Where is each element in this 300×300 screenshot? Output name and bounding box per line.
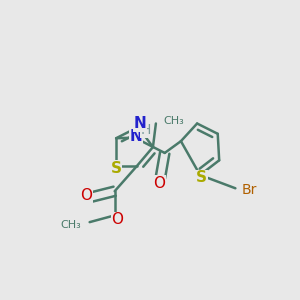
Text: N: N	[133, 116, 146, 131]
Text: O: O	[112, 212, 124, 227]
Text: Br: Br	[242, 183, 257, 197]
Text: O: O	[80, 188, 92, 203]
Text: S: S	[111, 161, 122, 176]
Text: CH₃: CH₃	[60, 220, 81, 230]
Text: N: N	[130, 129, 142, 144]
Text: H: H	[141, 123, 151, 137]
Text: S: S	[196, 170, 207, 185]
Text: O: O	[153, 176, 165, 191]
Text: CH₃: CH₃	[163, 116, 184, 126]
